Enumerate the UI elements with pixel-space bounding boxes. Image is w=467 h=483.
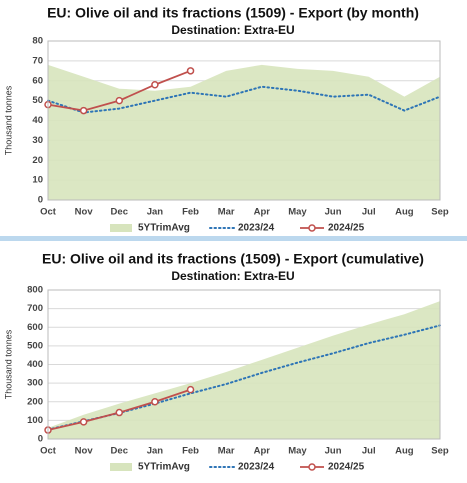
x-tick-label: Feb <box>182 446 199 457</box>
area <box>48 64 440 200</box>
marker <box>115 408 124 417</box>
x-tick-label: Jul <box>362 446 376 457</box>
x-tick-label: Oct <box>40 207 57 218</box>
y-tick-label: 200 <box>27 396 43 407</box>
x-tick-label: Aug <box>395 207 414 218</box>
y-tick-label: 100 <box>27 415 43 426</box>
x-tick-label: Jun <box>325 207 342 218</box>
x-tick-label: Feb <box>182 207 199 218</box>
legend-label: 5YTrimAvg <box>138 462 190 473</box>
x-tick-label: Jul <box>362 207 376 218</box>
y-tick-label: 10 <box>32 175 43 186</box>
y-tick-label: 400 <box>27 359 43 370</box>
x-tick-label: Mar <box>218 207 235 218</box>
x-tick-label: Oct <box>40 446 57 457</box>
marker <box>151 398 159 406</box>
y-tick-label: 700 <box>27 303 43 314</box>
y-tick-label: 20 <box>32 155 43 166</box>
y-tick-label: 40 <box>32 115 43 126</box>
marker <box>186 67 195 75</box>
chart-subtitle: Destination: Extra-EU <box>171 269 294 283</box>
x-tick-label: Dec <box>111 207 128 218</box>
legend-swatch <box>110 224 132 232</box>
y-axis-label: Thousand tonnes <box>3 329 13 399</box>
y-tick-label: 300 <box>27 378 43 389</box>
y-axis-label: Thousand tonnes <box>3 85 13 155</box>
x-tick-label: Jan <box>147 446 164 457</box>
y-tick-label: 600 <box>27 322 43 333</box>
y-tick-label: 0 <box>38 434 43 445</box>
marker <box>115 96 124 105</box>
marker <box>151 80 159 89</box>
chart-title: EU: Olive oil and its fractions (1509) -… <box>42 251 424 267</box>
plot-border <box>47 40 441 201</box>
x-tick-label: Nov <box>75 446 94 457</box>
marker <box>79 418 88 426</box>
legend-label: 2024/25 <box>328 223 365 234</box>
x-tick-label: May <box>288 446 307 457</box>
y-tick-label: 70 <box>32 55 43 66</box>
legend-label: 2023/24 <box>238 223 275 234</box>
y-tick-label: 800 <box>27 285 43 296</box>
separator <box>0 236 467 241</box>
legend-label: 2024/25 <box>328 462 365 473</box>
y-tick-label: 30 <box>32 135 43 146</box>
x-tick-label: Jan <box>147 207 164 218</box>
x-tick-label: Apr <box>254 207 271 218</box>
marker <box>79 106 88 115</box>
x-tick-label: Sep <box>431 207 449 218</box>
y-tick-label: 50 <box>32 95 43 106</box>
marker <box>186 385 195 394</box>
x-tick-label: Dec <box>111 446 128 457</box>
line <box>47 85 441 114</box>
plot-border <box>47 289 441 440</box>
x-tick-label: Jun <box>325 446 342 457</box>
y-tick-label: 500 <box>27 340 43 351</box>
legend-swatch <box>110 463 132 471</box>
x-tick-label: Apr <box>254 446 271 457</box>
x-tick-label: Mar <box>218 446 235 457</box>
legend-label: 5YTrimAvg <box>138 223 190 234</box>
chart-title: EU: Olive oil and its fractions (1509) -… <box>47 5 419 21</box>
y-tick-label: 0 <box>38 195 43 206</box>
chart-subtitle: Destination: Extra-EU <box>171 23 294 37</box>
legend-marker <box>308 463 316 471</box>
legend-label: 2023/24 <box>238 462 275 473</box>
legend-marker <box>308 224 316 232</box>
y-tick-label: 60 <box>32 75 43 86</box>
y-tick-label: 80 <box>32 36 43 47</box>
x-tick-label: Sep <box>431 446 449 457</box>
x-tick-label: Aug <box>395 446 414 457</box>
x-tick-label: May <box>288 207 307 218</box>
x-tick-label: Nov <box>75 207 94 218</box>
